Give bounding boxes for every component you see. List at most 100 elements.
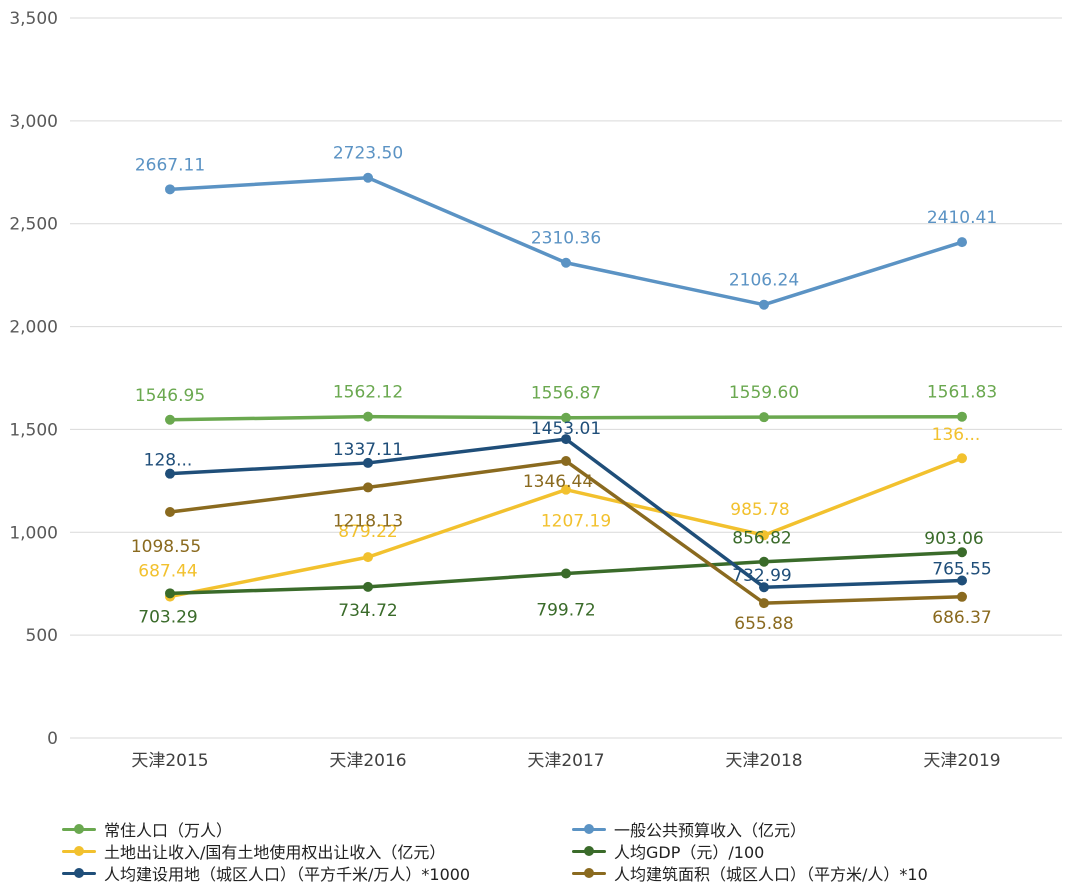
data-label: 799.72 bbox=[536, 600, 595, 620]
legend-marker bbox=[584, 824, 594, 834]
data-point bbox=[957, 575, 967, 586]
legend-label-series-1: 常住人口（万人） bbox=[104, 821, 233, 840]
data-label: 1337.11 bbox=[333, 440, 403, 460]
data-point bbox=[759, 299, 769, 310]
data-label: 1562.12 bbox=[333, 383, 403, 403]
legend-swatch-series-4 bbox=[570, 840, 608, 862]
data-point bbox=[363, 411, 373, 422]
legend-item-series-6: 人均建筑面积（城区人口）（平方米/人）*10 bbox=[570, 862, 928, 884]
data-label: 1561.83 bbox=[927, 383, 997, 403]
series-2: 2667.11 2723.50 2310.36 2106.24 2410.41 bbox=[135, 144, 997, 310]
data-label: 2106.24 bbox=[729, 271, 799, 291]
legend-item-series-3: 土地出让收入/国有土地使用权出让收入（亿元） bbox=[60, 840, 445, 862]
series-1: 1546.95 1562.12 1556.87 1559.60 1561.83 bbox=[135, 383, 997, 425]
data-point bbox=[165, 414, 175, 425]
legend-marker bbox=[74, 824, 84, 834]
data-point bbox=[957, 411, 967, 422]
data-point bbox=[957, 547, 967, 558]
data-label: 1559.60 bbox=[729, 383, 799, 403]
legend-swatch-series-2 bbox=[570, 818, 608, 840]
legend-marker bbox=[74, 868, 84, 878]
data-point bbox=[957, 453, 967, 464]
data-label: 985.78 bbox=[730, 500, 789, 520]
data-label: 879.22 bbox=[338, 522, 397, 542]
x-tick-label: 天津2016 bbox=[329, 751, 406, 771]
y-tick-label: 0 bbox=[47, 729, 58, 749]
legend-label-series-6: 人均建筑面积（城区人口）（平方米/人）*10 bbox=[614, 865, 928, 884]
x-tick-label: 天津2018 bbox=[725, 751, 802, 771]
data-point bbox=[363, 457, 373, 468]
legend-swatch-series-1 bbox=[60, 818, 98, 840]
data-point bbox=[561, 568, 571, 579]
data-label: 703.29 bbox=[138, 607, 197, 627]
y-tick-label: 1,000 bbox=[9, 523, 58, 543]
data-point bbox=[561, 257, 571, 268]
data-point bbox=[759, 598, 769, 609]
data-point bbox=[561, 434, 571, 445]
data-label: 1098.55 bbox=[131, 537, 201, 557]
data-point bbox=[759, 582, 769, 593]
data-point bbox=[759, 530, 769, 541]
data-label: 2310.36 bbox=[531, 229, 601, 249]
legend-item-series-2: 一般公共预算收入（亿元） bbox=[570, 818, 806, 840]
series-3: 687.44 879.22 1207.19 985.78 136... bbox=[138, 425, 981, 602]
data-label: 655.88 bbox=[734, 614, 793, 634]
data-label: 856.82 bbox=[732, 529, 791, 549]
series-4: 703.29 734.72 799.72 856.82 903.06 bbox=[138, 529, 983, 628]
x-tick-label: 天津2015 bbox=[131, 751, 208, 771]
y-tick-label: 3,000 bbox=[9, 112, 58, 132]
data-point bbox=[165, 468, 175, 479]
data-point bbox=[363, 581, 373, 592]
legend-swatch-series-3 bbox=[60, 840, 98, 862]
data-point bbox=[363, 552, 373, 563]
data-point bbox=[561, 412, 571, 423]
data-label: 686.37 bbox=[932, 608, 991, 628]
chart-plot-area: 0 500 1,000 1,500 2,000 2,500 3,000 3,500 天津2015… bbox=[9, 9, 1062, 771]
legend-item-series-1: 常住人口（万人） bbox=[60, 818, 232, 840]
x-tick-label: 天津2019 bbox=[923, 751, 1000, 771]
data-label: 1546.95 bbox=[135, 386, 205, 406]
data-label: 1556.87 bbox=[531, 384, 601, 404]
legend-swatch-series-5 bbox=[60, 862, 98, 884]
series-5: 128... 1337.11 1453.01 732.99 765.55 bbox=[144, 419, 992, 593]
data-label: 1453.01 bbox=[531, 419, 601, 439]
y-tick-label: 2,500 bbox=[9, 215, 58, 235]
chart-legend: 常住人口（万人） 一般公共预算收入（亿元） 土地出让收入/国有土地使用权出让收入… bbox=[60, 818, 1060, 884]
legend-item-series-5: 人均建设用地（城区人口）（平方千米/万人）*1000 bbox=[60, 862, 470, 884]
legend-label-series-2: 一般公共预算收入（亿元） bbox=[614, 821, 807, 840]
x-tick-label: 天津2017 bbox=[527, 751, 604, 771]
data-point bbox=[363, 482, 373, 493]
data-label: 2723.50 bbox=[333, 144, 403, 164]
series-6: 1098.55 1218.13 1346.44 655.88 686.37 bbox=[131, 456, 992, 634]
legend-item-series-4: 人均GDP（元）/100 bbox=[570, 840, 764, 862]
data-point bbox=[561, 456, 571, 467]
data-point bbox=[759, 556, 769, 567]
legend-marker bbox=[584, 868, 594, 878]
y-tick-label: 500 bbox=[26, 626, 58, 646]
data-point bbox=[957, 237, 967, 248]
legend-label-series-5: 人均建设用地（城区人口）（平方千米/万人）*1000 bbox=[104, 865, 471, 884]
data-label: 2667.11 bbox=[135, 155, 205, 175]
y-tick-label: 2,000 bbox=[9, 318, 58, 338]
y-tick-label: 1,500 bbox=[9, 420, 58, 440]
data-point bbox=[165, 588, 175, 599]
data-label: 765.55 bbox=[932, 560, 991, 580]
data-label: 1346.44 bbox=[523, 472, 593, 492]
data-label: 1218.13 bbox=[333, 511, 403, 531]
data-label: 903.06 bbox=[924, 529, 983, 549]
legend-marker bbox=[584, 846, 594, 856]
legend-marker bbox=[74, 846, 84, 856]
legend-label-series-3: 土地出让收入/国有土地使用权出让收入（亿元） bbox=[104, 843, 446, 862]
data-point bbox=[363, 172, 373, 183]
data-label: 1207.19 bbox=[541, 512, 611, 532]
data-label: 732.99 bbox=[732, 566, 791, 586]
data-label: 136... bbox=[932, 425, 981, 445]
data-point bbox=[165, 507, 175, 518]
data-point bbox=[165, 184, 175, 195]
gridlines bbox=[70, 17, 1062, 739]
data-label: 2410.41 bbox=[927, 208, 997, 228]
legend-label-series-4: 人均GDP（元）/100 bbox=[614, 843, 765, 862]
data-label: 128... bbox=[144, 451, 193, 471]
data-point bbox=[957, 591, 967, 602]
